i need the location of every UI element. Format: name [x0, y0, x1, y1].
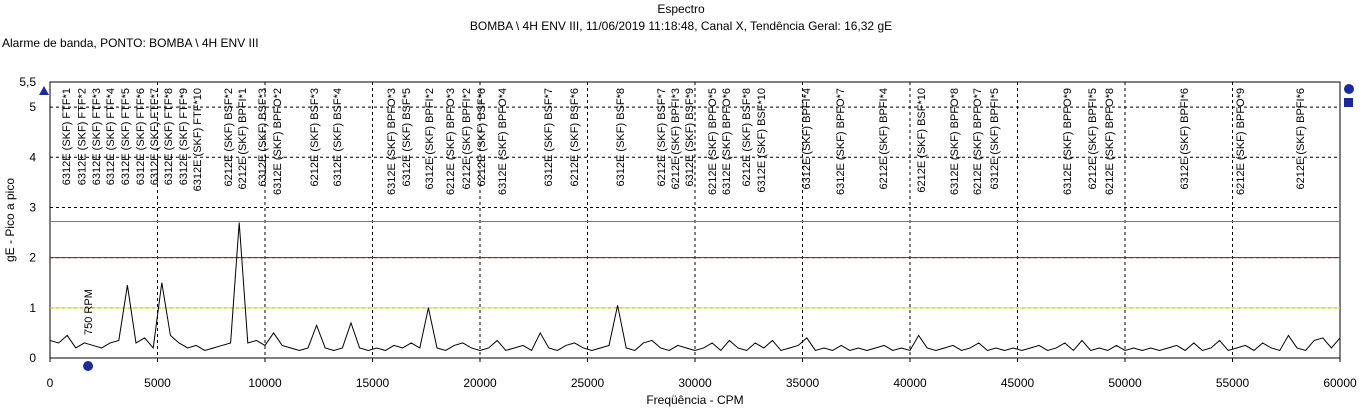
- fault-frequency-label: 6212E (SKF) BSF*7: [656, 88, 668, 186]
- cursor-marker: [1344, 98, 1353, 107]
- y-tick-label: 5,5: [19, 75, 36, 89]
- spectrum-line: [49, 222, 1341, 352]
- fault-frequency-label: 6312E (SKF) BPFO*6: [721, 88, 733, 195]
- fault-frequency-label: 6312E (SKF) BSF*8: [615, 88, 627, 186]
- fault-frequency-label: 6212E (SKF) BSF*6: [569, 88, 581, 186]
- y-tick-label: 2: [29, 251, 36, 265]
- fault-frequency-label: 6312E (SKF) FTF*1: [61, 88, 73, 185]
- fault-frequency-label: 6312E (SKF) BSF*4: [332, 88, 344, 186]
- rpm-label: 750 RPM: [83, 289, 95, 335]
- chart-caption: Alarme de banda, PONTO: BOMBA \ 4H ENV I…: [2, 36, 259, 50]
- chart-subtitle: BOMBA \ 4H ENV III, 11/06/2019 11:18:48,…: [470, 19, 892, 33]
- y-tick-label: 5: [29, 100, 36, 114]
- fault-frequency-label: 6212E (SKF) BSF*2: [223, 88, 235, 186]
- fault-frequency-label: 6312E (SKF) BSF*10: [756, 88, 768, 193]
- fault-frequency-label: 6212E (SKF) BPFI*3: [670, 88, 682, 190]
- y-tick-label: 3: [29, 200, 36, 214]
- fault-frequency-label: 6312E (SKF) BSF*9: [684, 88, 696, 186]
- fault-frequency-label: 6312E (SKF) BPFI*4: [801, 88, 813, 190]
- fault-frequency-label: 6312E (SKF) BPFO*8: [949, 88, 961, 195]
- x-tick-label: 40000: [893, 376, 927, 390]
- fault-frequency-label: 6312E (SKF) FTF*7: [149, 88, 161, 185]
- fault-frequency-label: 6212E (SKF) BPFO*7: [972, 88, 984, 195]
- fault-frequency-label: 6312E (SKF) BSF*3: [257, 88, 269, 186]
- y-tick-label: 1: [29, 301, 36, 315]
- fault-frequency-label: 6312E (SKF) FTF*8: [163, 88, 175, 185]
- fault-frequency-label: 6212E (SKF) BPFO*8: [1104, 88, 1116, 195]
- fault-frequency-label: 6312E (SKF) BPFO*2: [272, 88, 284, 195]
- fault-frequency-label: 6312E (SKF) FTF*4: [105, 88, 117, 185]
- x-axis-label: Freqüência - CPM: [646, 393, 743, 407]
- fault-frequency-label: 6312E (SKF) FTF*10: [192, 88, 204, 191]
- fault-frequency-label: 6312E (SKF) FTF*3: [91, 88, 103, 185]
- fault-frequency-label: 6312E (SKF) BSF*5: [401, 88, 413, 186]
- fault-frequency-label: 6312E (SKF) FTF*9: [178, 88, 190, 185]
- x-tick-label: 30000: [678, 376, 712, 390]
- fault-frequency-label: 6212E (SKF) BPFI*1: [237, 88, 249, 190]
- x-tick-label: 60000: [1323, 376, 1357, 390]
- cursor-marker: [1344, 84, 1354, 94]
- fault-frequency-label: 6312E (SKF) BPFI*2: [424, 88, 436, 190]
- x-tick-label: 10000: [248, 376, 282, 390]
- x-tick-label: 50000: [1108, 376, 1142, 390]
- fault-frequency-label: 6312E (SKF) BPFI*6: [1179, 88, 1191, 190]
- y-tick-label: 0: [29, 351, 36, 365]
- x-tick-label: 55000: [1216, 376, 1250, 390]
- fault-frequency-label: 6212E (SKF) BPFO*5: [707, 88, 719, 195]
- x-tick-label: 35000: [786, 376, 820, 390]
- x-tick-label: 25000: [571, 376, 605, 390]
- fault-frequency-label: 6312E (SKF) BPFO*7: [835, 88, 847, 195]
- rpm-marker: [83, 361, 94, 371]
- fault-frequency-label: 6312E (SKF) BPFI*5: [989, 88, 1001, 190]
- chart-title: Espectro: [657, 2, 705, 16]
- fault-frequency-label: 6212E (SKF) BSF*6: [476, 88, 488, 186]
- fault-frequency-label: 6212E (SKF) BSF*10: [916, 88, 928, 193]
- fault-frequency-label: 6212E (SKF) BPFI*4: [878, 88, 890, 190]
- fault-frequency-label: 6312E (SKF) BSF*7: [543, 88, 555, 186]
- fault-frequency-label: 6212E (SKF) BPFI*5: [1087, 88, 1099, 190]
- fault-frequency-label: 6312E (SKF) FTF*5: [120, 88, 132, 185]
- fault-frequency-label: 6312E (SKF) BPFO*4: [497, 88, 509, 195]
- cursor-marker: [39, 86, 49, 95]
- x-tick-label: 20000: [463, 376, 497, 390]
- fault-frequency-label: 6212E (SKF) BPFI*6: [1295, 88, 1307, 190]
- fault-frequency-label: 6312E (SKF) FTF*6: [135, 88, 147, 185]
- fault-frequency-label: 6212E (SKF) BPFO*9: [1235, 88, 1247, 195]
- fault-frequency-label: 6312E (SKF) FTF*2: [76, 88, 88, 185]
- x-tick-label: 15000: [356, 376, 390, 390]
- fault-frequency-label: 6312E (SKF) BPFO*9: [1062, 88, 1074, 195]
- fault-frequency-label: 6312E (SKF) BPFO*3: [386, 88, 398, 195]
- fault-frequency-label: 6212E (SKF) BPFO*3: [445, 88, 457, 195]
- x-tick-label: 0: [47, 376, 54, 390]
- x-tick-label: 45000: [1001, 376, 1035, 390]
- fault-frequency-label: 6212E (SKF) BPFI*2: [461, 88, 473, 190]
- fault-frequency-label: 6212E (SKF) BSF*3: [309, 88, 321, 186]
- x-tick-label: 5000: [144, 376, 171, 390]
- y-axis-label: gE - Pico a pico: [3, 178, 17, 262]
- y-tick-label: 4: [29, 150, 36, 164]
- fault-frequency-label: 6212E (SKF) BSF*8: [741, 88, 753, 186]
